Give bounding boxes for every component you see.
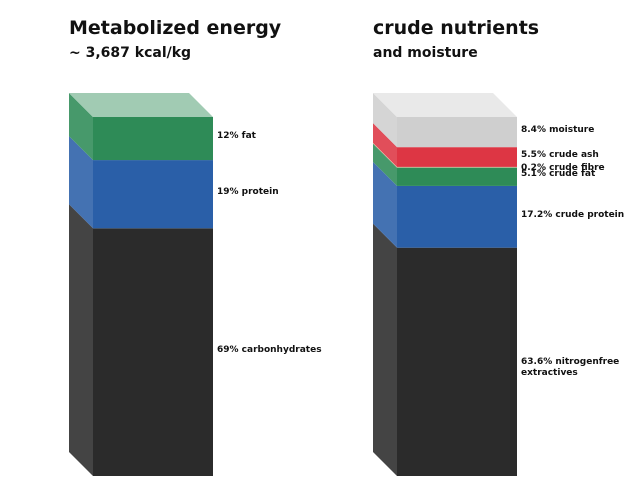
chart-subtitle: ~ 3,687 kcal/kg	[69, 45, 192, 61]
segment-label-moisture: 8.4% moisture	[521, 125, 594, 135]
segment-label-nitrogenfree-extractives: 63.6% nitrogenfree extractives	[521, 357, 619, 378]
segment-front-face	[397, 117, 517, 148]
segment-carbonhydrates	[69, 204, 213, 477]
segment-side-face	[373, 161, 397, 248]
energy-stacked-bar: 69% carbonhydrates 19% protein 12% fat	[69, 93, 322, 477]
segment-side-face	[69, 136, 93, 229]
segment-label-carbonhydrates: 69% carbonhydrates	[217, 345, 322, 355]
nutrients-stacked-bar: 63.6% nitrogenfree extractives 17.2% crude…	[373, 93, 624, 476]
segment-top-face	[373, 93, 517, 117]
segment-label-crude-fibre: 0.2% crude fibre	[521, 163, 605, 173]
segment-crude-protein	[373, 161, 517, 248]
segment-top-face	[69, 93, 213, 117]
crude-nutrients-panel: crude nutrients and moisture 63.6% nitro…	[320, 0, 641, 501]
segment-side-face	[69, 204, 93, 477]
segment-side-face	[373, 93, 397, 148]
chart-subtitle: and moisture	[373, 45, 478, 61]
segment-front-face	[93, 228, 213, 476]
segment-front-face	[397, 167, 517, 186]
segment-front-face	[397, 247, 517, 476]
segment-side-face	[69, 93, 93, 161]
segment-moisture	[373, 93, 517, 148]
segment-side-face	[373, 223, 397, 476]
segment-front-face	[93, 117, 213, 161]
segment-nitrogenfree-extractives	[373, 223, 517, 476]
segment-label-protein: 19% protein	[217, 187, 279, 197]
segment-front-face	[397, 166, 517, 168]
segment-fat	[69, 93, 213, 161]
segment-crude-fibre	[373, 142, 517, 168]
segment-front-face	[397, 147, 517, 167]
chart-title: crude nutrients	[373, 17, 540, 39]
segment-side-face	[373, 123, 397, 167]
segment-label-crude-fat: 5.1% crude fat	[521, 169, 596, 179]
segment-front-face	[93, 160, 213, 229]
segment-label-crude-ash: 5.5% crude ash	[521, 150, 599, 160]
segment-label-crude-protein: 17.2% crude protein	[521, 210, 624, 220]
segment-front-face	[397, 185, 517, 248]
segment-side-face	[373, 143, 397, 186]
segment-crude-fat	[373, 143, 517, 186]
segment-crude-ash	[373, 123, 517, 167]
segment-protein	[69, 136, 213, 229]
chart-title: Metabolized energy	[69, 17, 282, 39]
segment-side-face	[373, 142, 397, 168]
metabolized-energy-panel: Metabolized energy ~ 3,687 kcal/kg 69% c…	[0, 0, 322, 501]
segment-label-fat: 12% fat	[217, 131, 257, 141]
